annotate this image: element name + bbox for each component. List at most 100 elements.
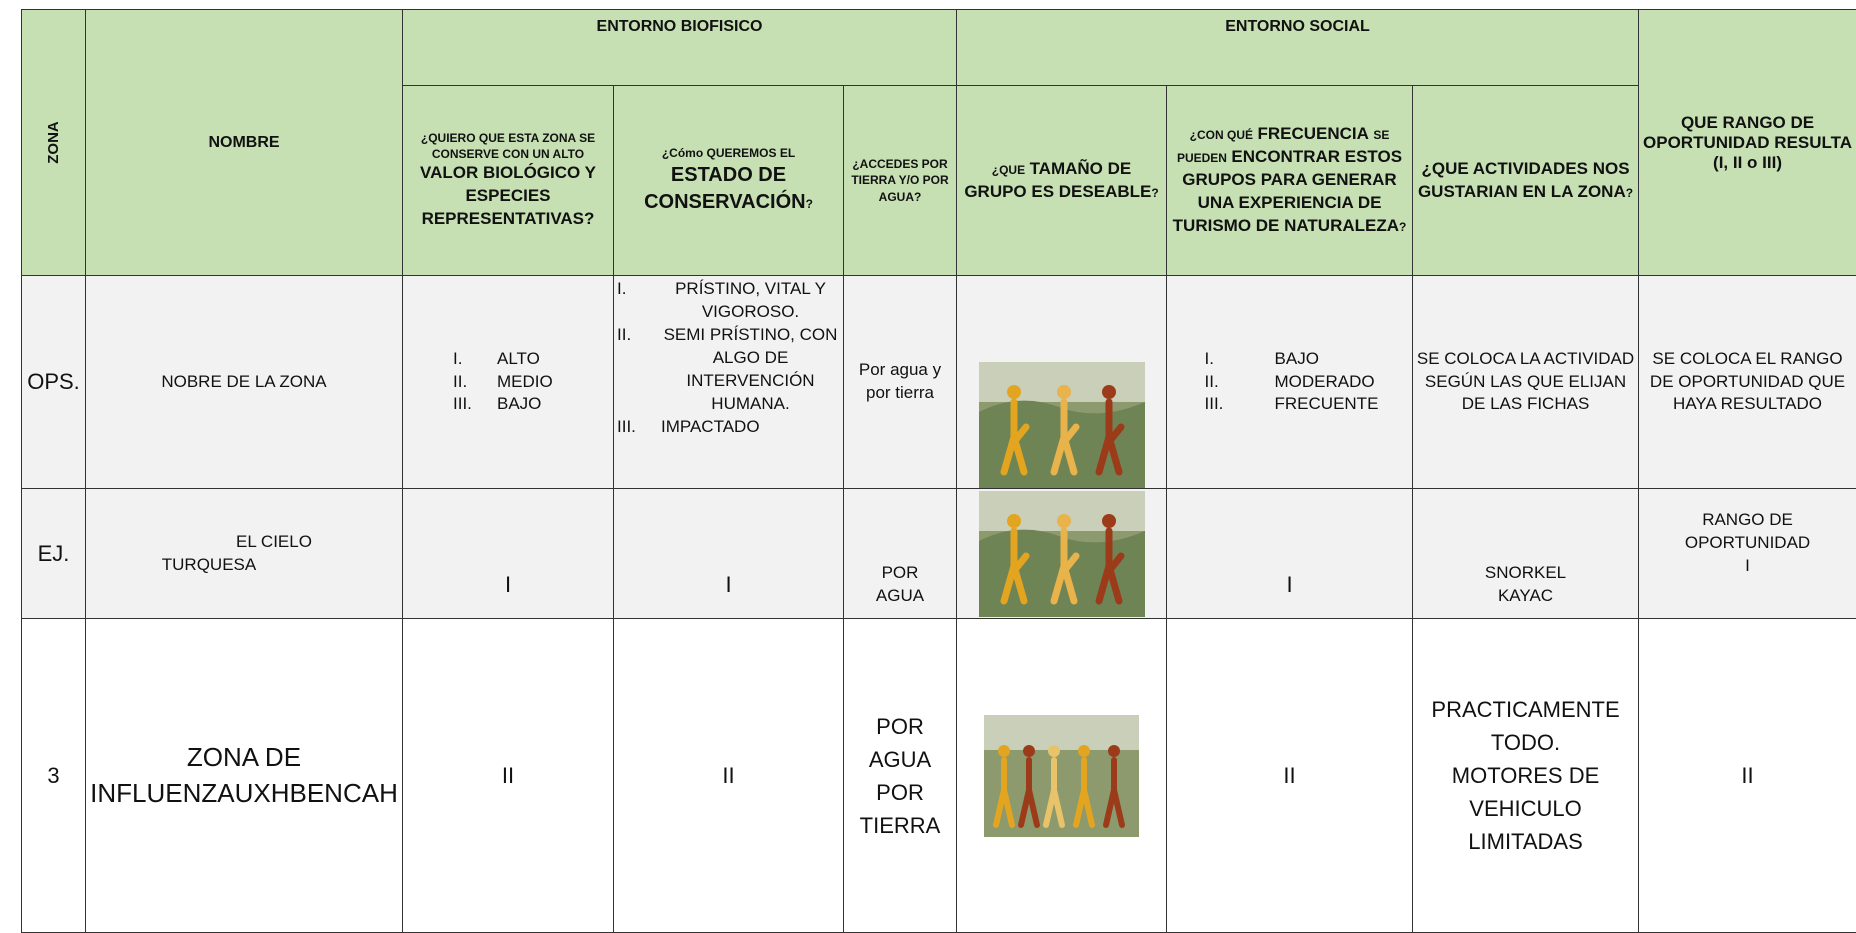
q-part: ? xyxy=(1625,185,1634,200)
list-num: I. xyxy=(1204,348,1214,368)
list-num: III. xyxy=(617,416,636,436)
line: KAYAC xyxy=(1497,586,1554,606)
q-part: ? xyxy=(805,196,813,211)
actividades-cell: PRACTICAMENTE TODO. MOTORES DE VEHICULO LIMI… xyxy=(1412,618,1640,933)
q-part: ¿ACCEDES POR TIERRA Y/O POR AGUA? xyxy=(851,157,949,204)
header-zona: ZONA xyxy=(45,120,62,164)
rango-cell: SE COLOCA EL RANGO DE OPORTUNIDAD QUE HA… xyxy=(1638,275,1856,489)
q-part: ? xyxy=(1399,219,1407,234)
list-text: BAJO xyxy=(1274,348,1319,368)
frecuencia-cell: I xyxy=(1166,488,1414,619)
header-question: ¿ACCEDES POR TIERRA Y/O POR AGUA? xyxy=(842,85,958,276)
frecuencia-cell: II xyxy=(1166,618,1414,933)
zona-cell: 3 xyxy=(21,618,86,933)
hikers-image xyxy=(978,490,1145,617)
header-group: ENTORNO BIOFISICO xyxy=(401,9,958,86)
line: EL CIELO xyxy=(236,531,312,551)
list-text: FRECUENTE xyxy=(1274,394,1379,414)
zona-cell: EJ. xyxy=(21,488,86,619)
q-part: SE PUEDEN xyxy=(1176,128,1390,166)
list-text: ALTO xyxy=(497,348,540,368)
header-cell: ZONA xyxy=(21,9,86,276)
header-question: ¿QUE TAMAÑO DE GRUPO ES DESEABLE? xyxy=(956,85,1168,276)
line: POR xyxy=(881,563,919,583)
line: POR xyxy=(876,779,924,805)
nombre-cell: EL CIELO TURQUESA xyxy=(85,488,403,619)
q-part: FRECUENCIA xyxy=(1257,124,1369,144)
header-question: ¿QUIERO QUE ESTA ZONA SE CONSERVE CON UN… xyxy=(402,85,614,276)
q-part: ESTADO DE CONSERVACIÓN xyxy=(644,163,806,213)
line: AGUA xyxy=(868,746,932,772)
image-cell xyxy=(956,488,1168,619)
acceso-cell: POR AGUA xyxy=(842,488,958,619)
q-part: ¿QUE ACTIVIDADES NOS GUSTARIAN EN LA ZON… xyxy=(1417,158,1630,201)
nombre-cell: NOBRE DE LA ZONA xyxy=(85,275,403,489)
line: LIMITADAS xyxy=(1468,829,1583,854)
actividades-cell: SNORKEL KAYAC xyxy=(1412,488,1640,619)
list-text: MODERADO xyxy=(1274,371,1375,391)
header-group: ENTORNO SOCIAL xyxy=(956,9,1640,86)
line: INFLUENZAUXHBENCAH xyxy=(90,777,398,808)
line: TURQUESA xyxy=(161,554,257,574)
line: TODO. xyxy=(1490,730,1561,755)
list-text: MEDIO xyxy=(497,371,553,391)
list-text: SEMI PRÍSTINO, CON ALGO DE INTERVENCIÓN … xyxy=(663,324,838,413)
acceso-cell: Por agua y por tierra xyxy=(842,275,958,489)
zone-table: ZONA NOMBRE ENTORNO BIOFISICO ENTORNO SO… xyxy=(21,9,1856,933)
valor-cell: II xyxy=(402,618,614,933)
line: TIERRA xyxy=(859,812,941,838)
line: MOTORES DE xyxy=(1451,763,1600,788)
header-question: ¿QUE ACTIVIDADES NOS GUSTARIAN EN LA ZON… xyxy=(1412,85,1640,276)
list-text: IMPACTADO xyxy=(661,416,760,436)
line: SNORKEL xyxy=(1484,563,1567,583)
list-num: III. xyxy=(1204,394,1224,414)
q-part: ¿QUIERO QUE ESTA ZONA SE CONSERVE CON UN… xyxy=(420,130,596,162)
line: RANGO DE xyxy=(1702,510,1793,529)
q-part: ENCONTRAR ESTOS GRUPOS PARA GENERAR UNA … xyxy=(1172,147,1403,235)
acceso-cell: POR AGUA POR TIERRA xyxy=(842,618,958,933)
header-nombre: NOMBRE xyxy=(85,9,403,276)
image-cell xyxy=(956,275,1168,489)
list-num: III. xyxy=(453,394,472,414)
header-text: (I, II o III) xyxy=(1713,152,1782,172)
header-rango: QUE RANGO DE OPORTUNIDAD RESULTA (I, II o… xyxy=(1638,9,1856,276)
actividades-cell: SE COLOCA LA ACTIVIDAD SEGÚN LAS QUE ELI… xyxy=(1412,275,1640,489)
line: ZONA DE xyxy=(186,742,302,773)
list-text: BAJO xyxy=(497,394,542,414)
hikers-image xyxy=(984,714,1140,837)
list-num: II. xyxy=(1204,371,1219,391)
image-cell xyxy=(956,618,1168,933)
line: OPORTUNIDAD xyxy=(1684,532,1811,552)
frecuencia-cell: I. BAJO II. MODERADO III. FRECUENTE xyxy=(1166,275,1414,489)
zona-cell: OPS. xyxy=(21,275,86,489)
hikers-image xyxy=(978,362,1145,488)
header-text: QUE RANGO DE OPORTUNIDAD RESULTA xyxy=(1643,112,1853,152)
rango-cell: RANGO DE OPORTUNIDAD I xyxy=(1638,488,1856,619)
list-num: I. xyxy=(617,279,627,298)
line: POR xyxy=(876,713,924,739)
header-question: ¿Cómo QUEREMOS EL ESTADO DE CONSERVACIÓN? xyxy=(613,85,844,276)
line: AGUA xyxy=(875,586,925,606)
header-question: ¿CON QUÉ FRECUENCIA SE PUEDEN ENCONTRAR … xyxy=(1166,85,1414,276)
valor-cell: I. ALTO II. MEDIO III. BAJO xyxy=(402,275,614,489)
q-part: ? xyxy=(1151,185,1159,200)
list-text: PRÍSTINO, VITAL Y VIGOROSO. xyxy=(675,279,826,321)
line: I xyxy=(1745,555,1750,575)
q-part: VALOR BIOLÓGICO Y ESPECIES REPRESENTATIV… xyxy=(420,163,596,229)
q-part: ¿CON QUÉ xyxy=(1189,128,1253,143)
nombre-cell: ZONA DE INFLUENZAUXHBENCAH xyxy=(85,618,403,933)
list-num: I. xyxy=(453,348,463,368)
line: PRACTICAMENTE xyxy=(1431,697,1620,722)
list-num: II. xyxy=(453,371,468,391)
rango-cell: II xyxy=(1638,618,1856,933)
estado-cell: I xyxy=(613,488,844,619)
estado-cell: I. PRÍSTINO, VITAL Y VIGOROSO. II. SEMI PR… xyxy=(613,275,844,489)
list-num: II. xyxy=(617,324,632,344)
q-part: TAMAÑO DE GRUPO ES DESEABLE xyxy=(964,158,1152,201)
q-part: ¿Cómo QUEREMOS EL xyxy=(661,146,796,161)
line: VEHICULO xyxy=(1469,796,1582,821)
estado-cell: II xyxy=(613,618,844,933)
valor-cell: I xyxy=(402,488,614,619)
q-part: ¿QUE xyxy=(991,162,1026,177)
